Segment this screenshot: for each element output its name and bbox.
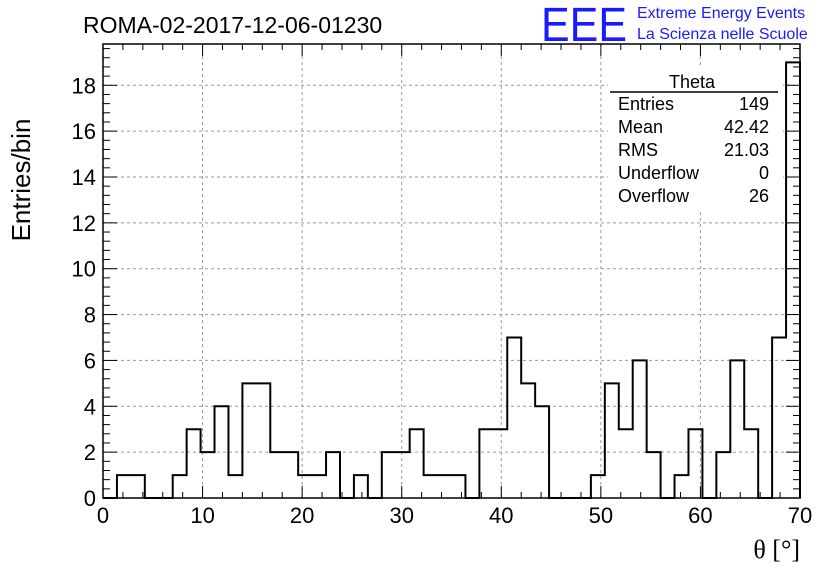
y-tick-label: 16	[72, 119, 96, 144]
plot-frame	[102, 43, 801, 499]
stats-value-mean: 42.42	[724, 117, 769, 137]
y-tick-label: 4	[84, 394, 96, 419]
stats-label-mean: Mean	[618, 117, 663, 137]
y-axis-label: Entries/bin	[6, 119, 36, 242]
y-tick-label: 10	[72, 257, 96, 282]
x-tick-label: 50	[589, 503, 613, 528]
chart-title: ROMA-02-2017-12-06-01230	[83, 12, 382, 38]
logo-line1: Extreme Energy Events	[637, 5, 805, 22]
y-tick-label: 14	[72, 165, 96, 190]
y-tick-label: 2	[84, 440, 96, 465]
x-tick-label: 10	[190, 503, 214, 528]
axis-ticks: 0 10 20 30 40 50 60 70 0 2 4 6 8 10 12 14 16 18	[72, 44, 812, 528]
y-tick-label: 12	[72, 211, 96, 236]
y-tick-label: 6	[84, 348, 96, 373]
x-tick-label: 60	[688, 503, 712, 528]
y-tick-label: 8	[84, 303, 96, 328]
stats-box: Theta Entries 149 Mean 42.42 RMS 21.03 U…	[608, 68, 783, 210]
stats-value-entries: 149	[739, 94, 769, 114]
stats-title: Theta	[669, 72, 716, 92]
x-axis-label: θ [°]	[753, 535, 800, 564]
logo-mark: EEE	[541, 0, 627, 52]
y-tick-label: 18	[72, 73, 96, 98]
y-tick-label: 0	[84, 486, 96, 511]
x-tick-label: 40	[489, 503, 513, 528]
stats-label-overflow: Overflow	[618, 186, 690, 206]
eee-logo: EEE Extreme Energy Events La Scienza nel…	[541, 0, 808, 52]
stats-label-underflow: Underflow	[618, 163, 700, 183]
x-tick-label: 20	[290, 503, 314, 528]
logo-line2: La Scienza nelle Scuole	[637, 26, 808, 43]
stats-value-rms: 21.03	[724, 140, 769, 160]
grid-lines	[103, 44, 800, 498]
stats-label-entries: Entries	[618, 94, 674, 114]
x-tick-label: 0	[97, 503, 109, 528]
x-tick-label: 30	[389, 503, 413, 528]
stats-value-underflow: 0	[759, 163, 769, 183]
stats-label-rms: RMS	[618, 140, 658, 160]
x-tick-label: 70	[788, 503, 812, 528]
stats-value-overflow: 26	[749, 186, 769, 206]
